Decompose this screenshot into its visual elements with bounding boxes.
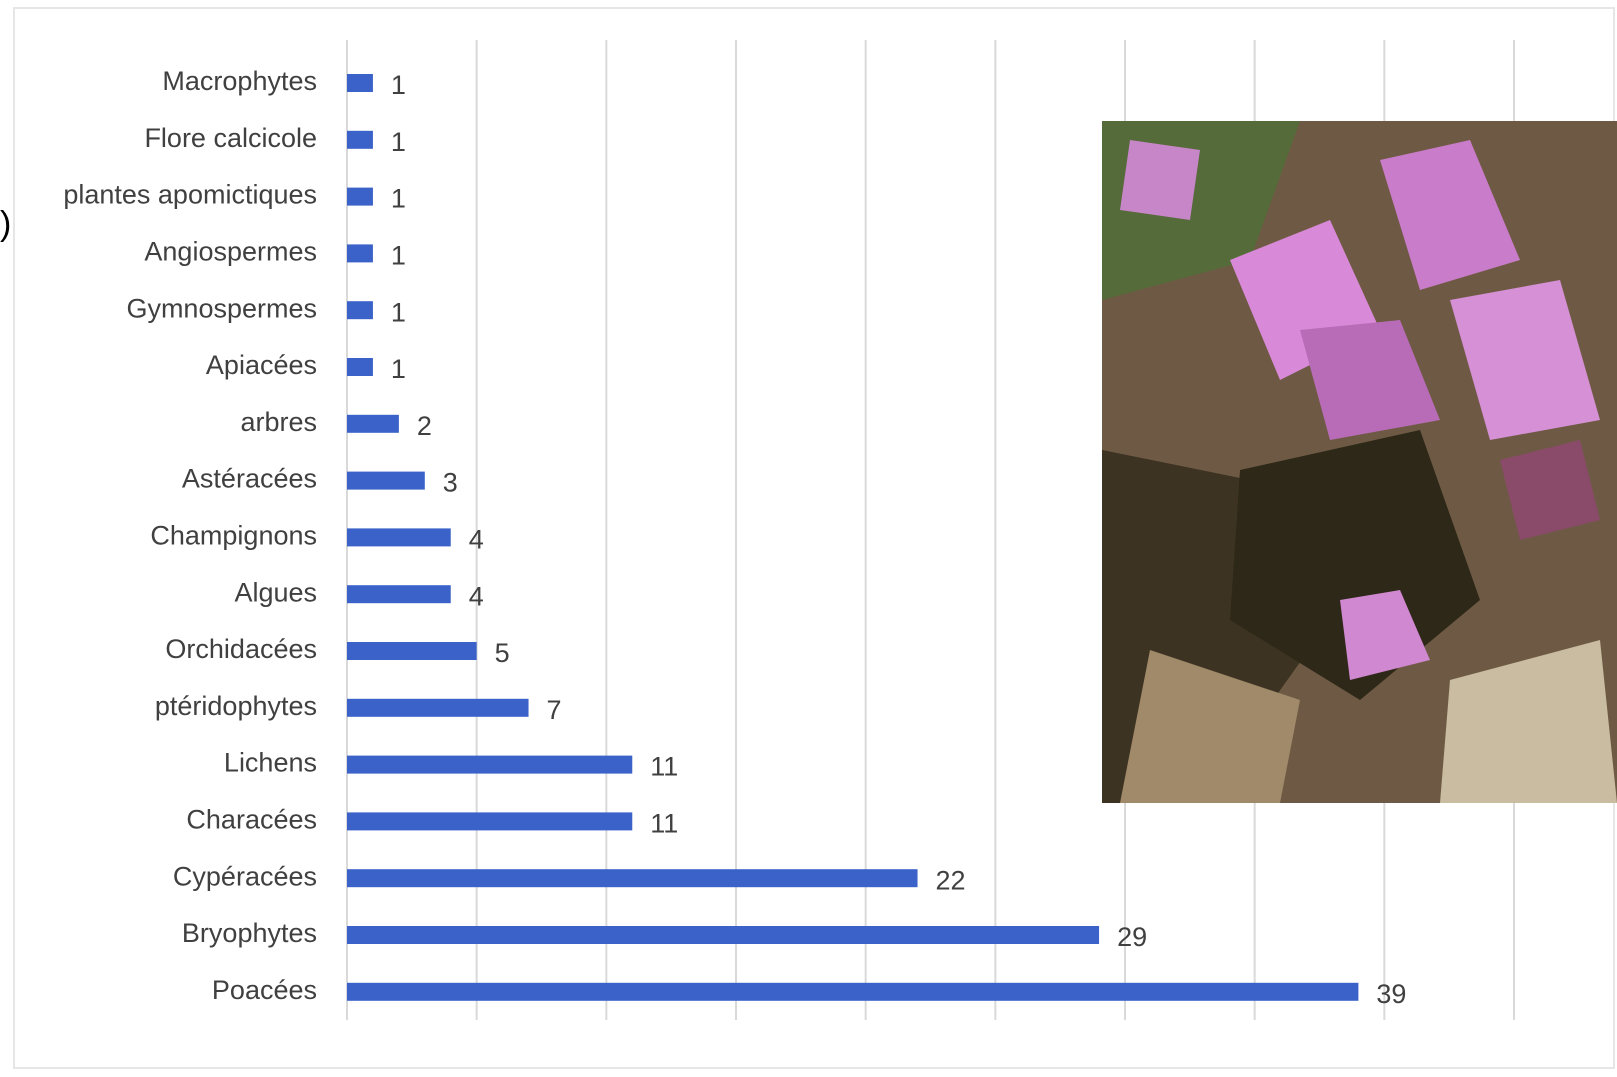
y-tick-label: Flore calcicole: [144, 123, 317, 153]
bar: [347, 698, 529, 717]
y-tick-label: Astéracées: [182, 464, 317, 494]
text-fragment: ): [0, 205, 11, 243]
bar: [347, 414, 399, 433]
bar: [347, 528, 451, 547]
y-tick-label: Orchidacées: [165, 634, 317, 664]
data-label: 39: [1376, 979, 1406, 1009]
data-label: 1: [391, 241, 406, 271]
bar: [347, 869, 918, 888]
data-label: 1: [391, 354, 406, 384]
data-label: 5: [495, 638, 510, 668]
data-label: 4: [469, 525, 484, 555]
y-tick-label: Champignons: [150, 521, 317, 551]
y-tick-label: Angiospermes: [144, 237, 317, 267]
y-tick-label: Algues: [234, 577, 317, 607]
data-label: 11: [650, 809, 678, 839]
bar: [347, 358, 373, 376]
bar: [347, 244, 373, 263]
data-label: 1: [391, 184, 406, 214]
bar: [347, 187, 373, 206]
y-tick-label: Bryophytes: [182, 918, 317, 948]
data-label: 29: [1117, 922, 1147, 952]
data-label: 1: [391, 70, 406, 100]
data-label: 7: [547, 695, 562, 725]
y-tick-label: Poacées: [212, 975, 317, 1005]
bar: [347, 755, 633, 774]
bar: [347, 926, 1100, 944]
data-label: 1: [391, 297, 406, 327]
bars: [347, 74, 1359, 1001]
data-label: 11: [650, 752, 678, 782]
bar: [347, 812, 633, 831]
bar: [347, 471, 425, 490]
bar: [347, 74, 373, 92]
bar: [347, 585, 451, 604]
bar: [347, 642, 477, 660]
bar: [347, 982, 1359, 1001]
data-label: 1: [391, 127, 406, 157]
bar: [347, 130, 373, 149]
data-label: 3: [443, 468, 458, 498]
data-label: 22: [936, 865, 966, 895]
y-tick-label: ptéridophytes: [155, 691, 317, 721]
data-label: 4: [469, 581, 484, 611]
y-tick-label: Characées: [186, 805, 317, 835]
y-tick-label: plantes apomictiques: [63, 180, 317, 210]
y-tick-label: Apiacées: [206, 350, 317, 380]
y-tick-label: Lichens: [224, 748, 317, 778]
photo: [1102, 121, 1617, 803]
data-label: 2: [417, 411, 432, 441]
y-tick-label: Macrophytes: [162, 66, 317, 96]
labels: Macrophytes 1 Flore calcicole 1 plantes apom…: [63, 66, 1406, 1009]
y-tick-label: Cypéracées: [173, 861, 317, 891]
bar: [347, 301, 373, 320]
y-tick-label: arbres: [240, 407, 317, 437]
y-tick-label: Gymnospermes: [126, 293, 317, 323]
